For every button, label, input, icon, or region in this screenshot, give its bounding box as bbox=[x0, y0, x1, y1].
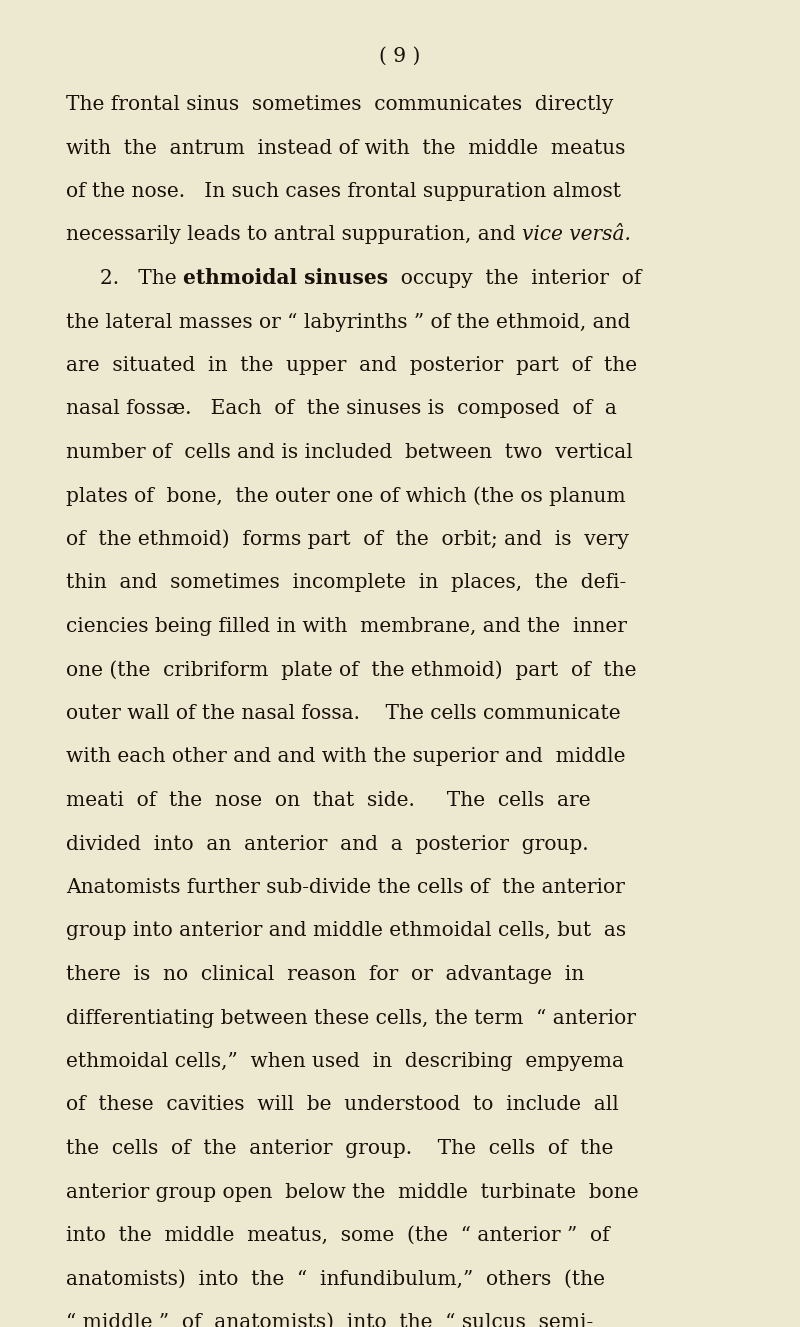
Text: differentiating between these cells, the term  “ anterior: differentiating between these cells, the… bbox=[66, 1009, 636, 1027]
Text: ethmoidal sinuses: ethmoidal sinuses bbox=[183, 268, 388, 288]
Text: into  the  middle  meatus,  some  (the  “ anterior ”  of: into the middle meatus, some (the “ ante… bbox=[66, 1226, 610, 1245]
Text: anatomists)  into  the  “  infundibulum,”  others  (the: anatomists) into the “ infundibulum,” ot… bbox=[66, 1270, 605, 1289]
Text: outer wall of the nasal fossa.    The cells communicate: outer wall of the nasal fossa. The cells… bbox=[66, 705, 621, 723]
Text: number of  cells and is included  between  two  vertical: number of cells and is included between … bbox=[66, 443, 633, 462]
Text: Anatomists further sub-divide the cells of  the anterior: Anatomists further sub-divide the cells … bbox=[66, 878, 625, 897]
Text: of  the ethmoid)  forms part  of  the  orbit; and  is  very: of the ethmoid) forms part of the orbit;… bbox=[66, 529, 629, 549]
Text: meati  of  the  nose  on  that  side.     The  cells  are: meati of the nose on that side. The cell… bbox=[66, 791, 590, 809]
Text: “ middle ”  of  anatomists)  into  the  “ sulcus  semi-: “ middle ” of anatomists) into the “ sul… bbox=[66, 1312, 594, 1327]
Text: nasal fossæ.   Each  of  the sinuses is  composed  of  a: nasal fossæ. Each of the sinuses is comp… bbox=[66, 399, 617, 418]
Text: there  is  no  clinical  reason  for  or  advantage  in: there is no clinical reason for or advan… bbox=[66, 965, 584, 985]
Text: the lateral masses or “ labyrinths ” of the ethmoid, and: the lateral masses or “ labyrinths ” of … bbox=[66, 312, 630, 332]
Text: necessarily leads to antral suppuration, and: necessarily leads to antral suppuration,… bbox=[66, 226, 522, 244]
Text: with each other and and with the superior and  middle: with each other and and with the superio… bbox=[66, 747, 626, 767]
Text: thin  and  sometimes  incomplete  in  places,  the  defi-: thin and sometimes incomplete in places,… bbox=[66, 573, 626, 592]
Text: anterior group open  below the  middle  turbinate  bone: anterior group open below the middle tur… bbox=[66, 1182, 638, 1201]
Text: divided  into  an  anterior  and  a  posterior  group.: divided into an anterior and a posterior… bbox=[66, 835, 589, 853]
Text: ( 9 ): ( 9 ) bbox=[379, 46, 421, 66]
Text: 2.   The: 2. The bbox=[100, 269, 183, 288]
Text: plates of  bone,  the outer one of which (the os planum: plates of bone, the outer one of which (… bbox=[66, 486, 626, 506]
Text: are  situated  in  the  upper  and  posterior  part  of  the: are situated in the upper and posterior … bbox=[66, 356, 637, 376]
Text: ethmoidal cells,”  when used  in  describing  empyema: ethmoidal cells,” when used in describin… bbox=[66, 1052, 624, 1071]
Text: ciencies being filled in with  membrane, and the  inner: ciencies being filled in with membrane, … bbox=[66, 617, 627, 636]
Text: vice versâ.: vice versâ. bbox=[522, 226, 631, 244]
Text: with  the  antrum  instead of with  the  middle  meatus: with the antrum instead of with the midd… bbox=[66, 138, 626, 158]
Text: one (the  cribriform  plate of  the ethmoid)  part  of  the: one (the cribriform plate of the ethmoid… bbox=[66, 660, 637, 679]
Text: The frontal sinus  sometimes  communicates  directly: The frontal sinus sometimes communicates… bbox=[66, 96, 614, 114]
Text: the  cells  of  the  anterior  group.    The  cells  of  the: the cells of the anterior group. The cel… bbox=[66, 1139, 614, 1158]
Text: group into anterior and middle ethmoidal cells, but  as: group into anterior and middle ethmoidal… bbox=[66, 921, 626, 941]
Text: of the nose.   In such cases frontal suppuration almost: of the nose. In such cases frontal suppu… bbox=[66, 182, 621, 200]
Text: of  these  cavities  will  be  understood  to  include  all: of these cavities will be understood to … bbox=[66, 1096, 618, 1115]
Text: occupy  the  interior  of: occupy the interior of bbox=[388, 269, 642, 288]
